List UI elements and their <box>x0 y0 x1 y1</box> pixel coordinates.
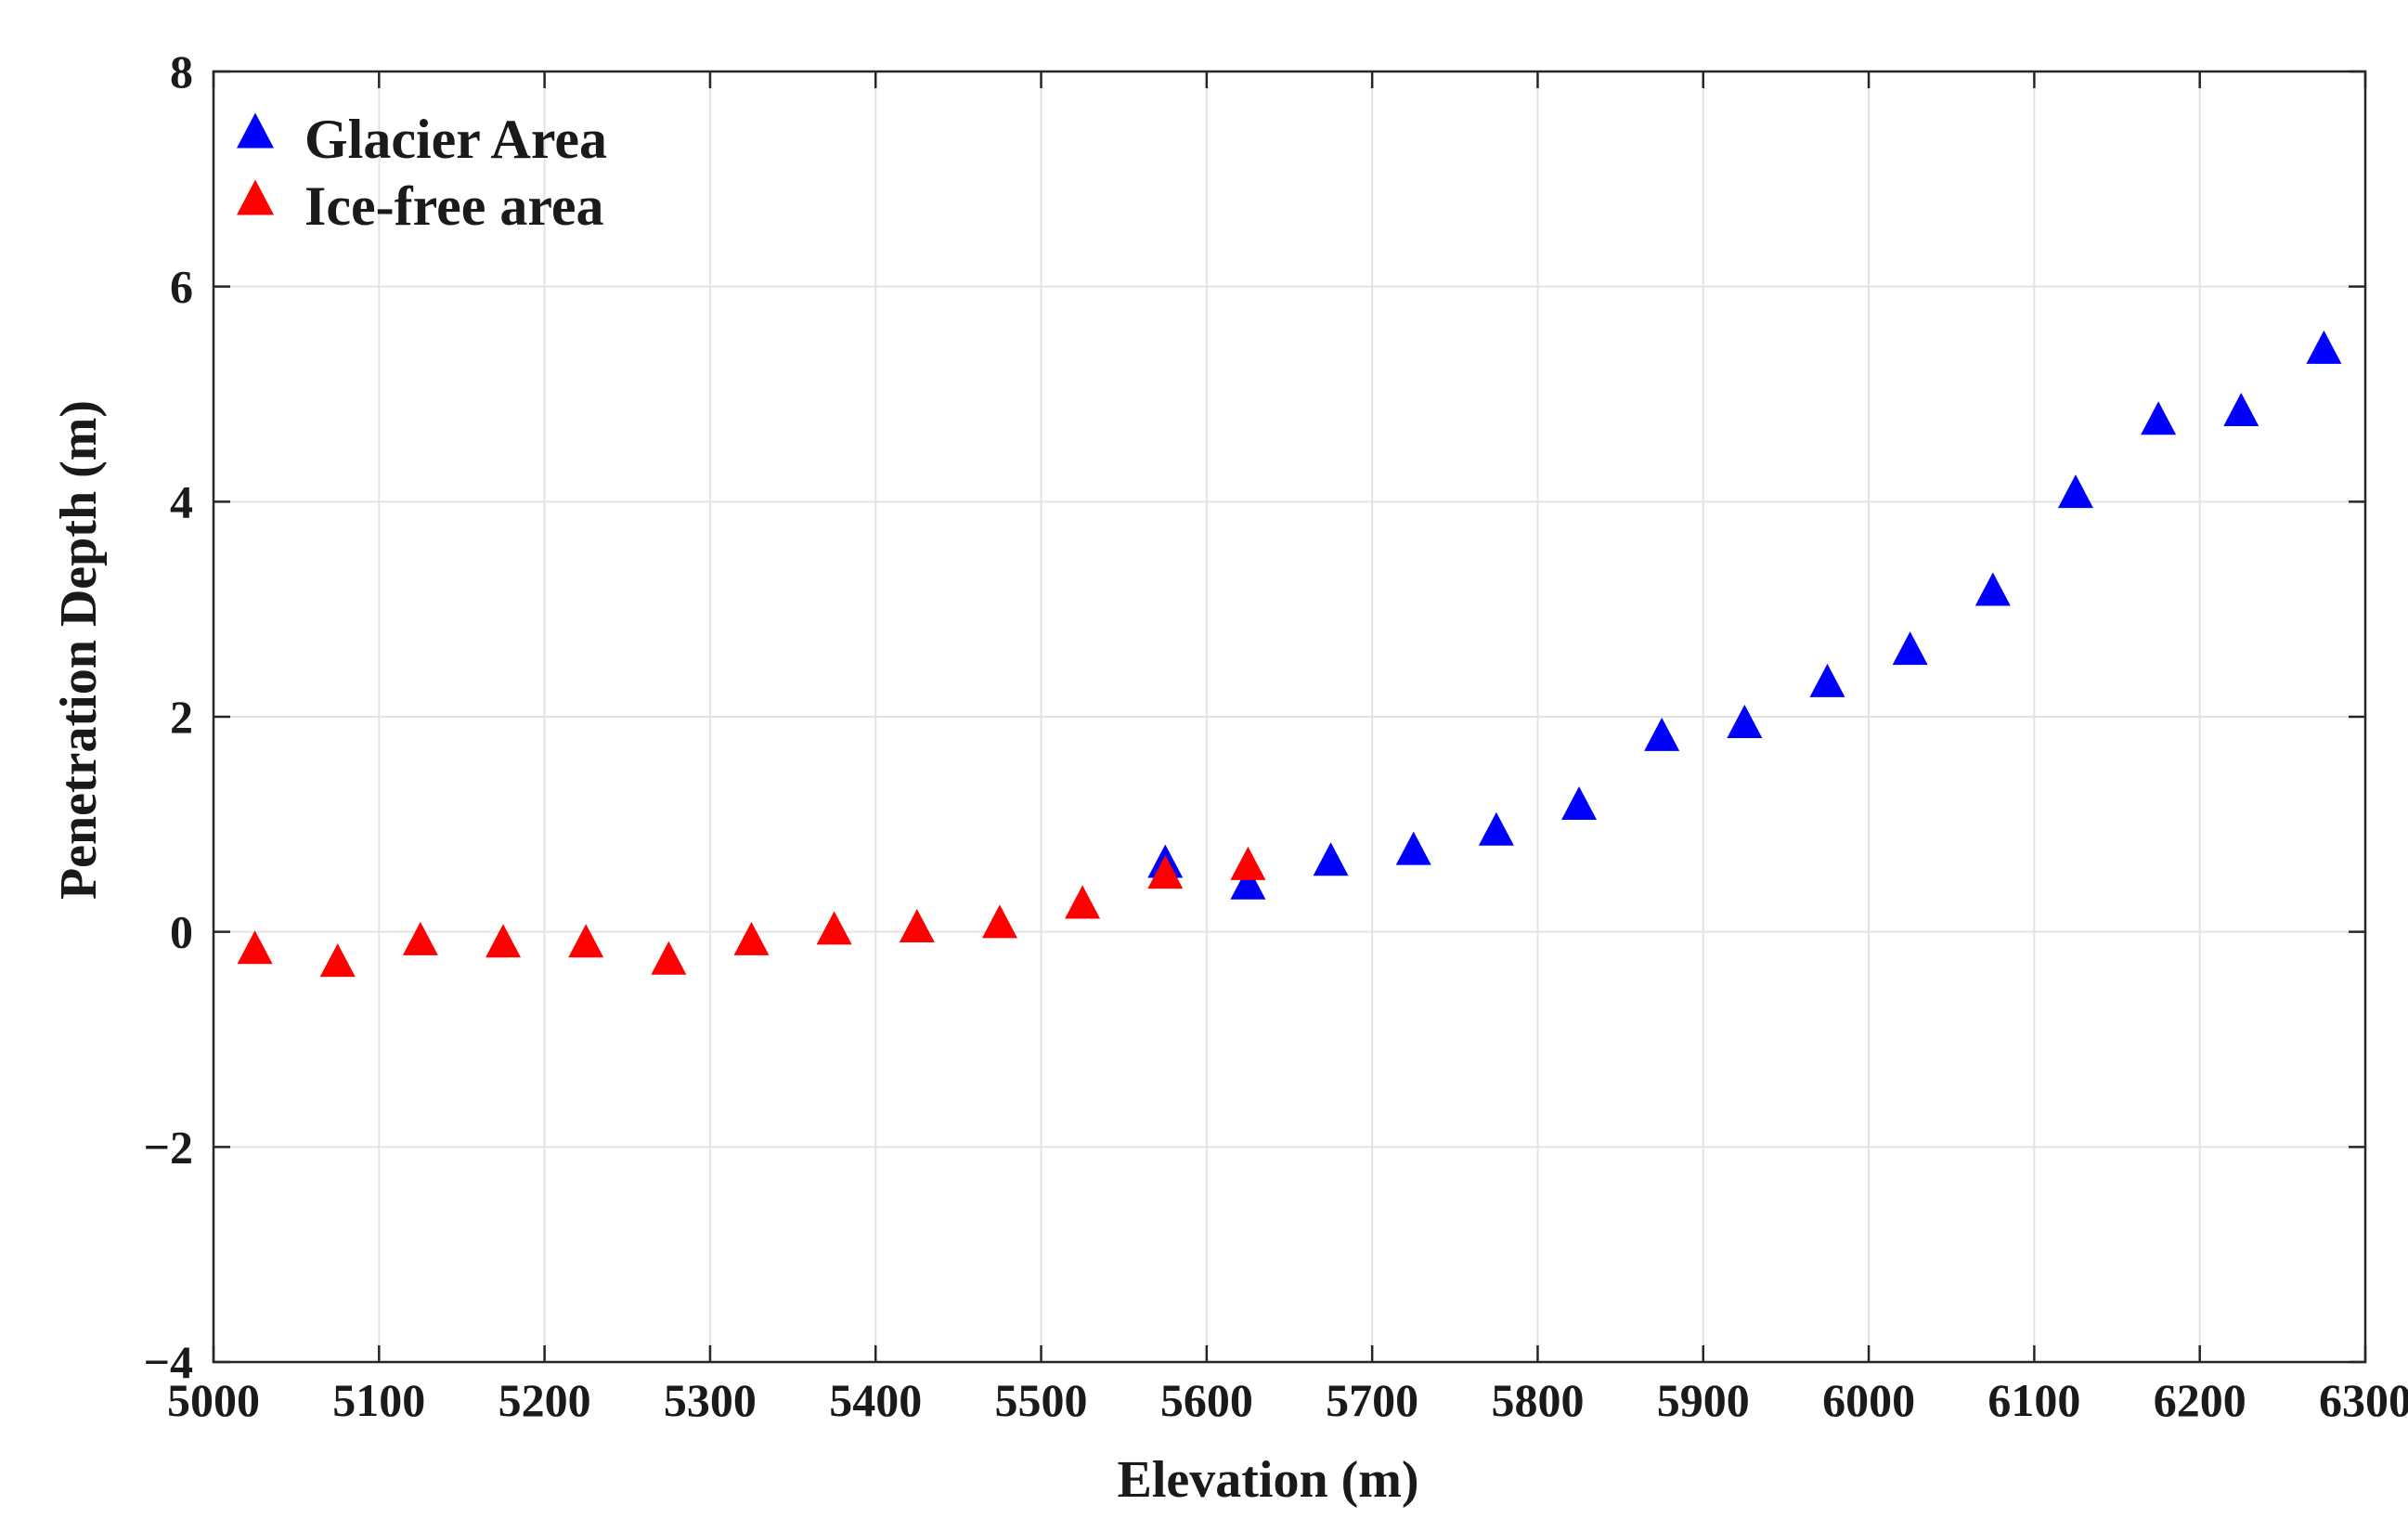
x-tick-label: 6000 <box>1822 1374 1915 1426</box>
legend: Glacier Area Ice-free area <box>237 109 607 237</box>
x-tick-label: 5400 <box>829 1374 922 1426</box>
data-point-glacier-area <box>2306 330 2342 364</box>
y-tick-label: 6 <box>170 261 193 313</box>
data-point-glacier-area <box>1727 704 1763 738</box>
data-points <box>237 330 2342 978</box>
x-tick-label: 6100 <box>1987 1374 2080 1426</box>
x-tick-label: 5600 <box>1160 1374 1253 1426</box>
data-point-ice-free-area <box>319 943 356 978</box>
x-tick-label: 5700 <box>1326 1374 1418 1426</box>
y-tick-label: 0 <box>170 906 193 958</box>
data-point-ice-free-area <box>651 941 687 975</box>
y-tick-label: 2 <box>170 691 193 743</box>
data-point-ice-free-area <box>485 924 522 958</box>
legend-label-ice-free-area: Ice-free area <box>304 175 604 237</box>
data-point-glacier-area <box>1974 572 2011 606</box>
legend-marker-ice-free-area <box>237 179 274 215</box>
data-point-ice-free-area <box>816 911 852 945</box>
x-tick-label: 5200 <box>498 1374 591 1426</box>
data-point-ice-free-area <box>237 930 273 965</box>
data-point-ice-free-area <box>1230 846 1266 880</box>
x-tick-label: 5900 <box>1657 1374 1750 1426</box>
data-point-glacier-area <box>1313 842 1349 876</box>
y-tick-label: −2 <box>144 1121 194 1173</box>
data-point-ice-free-area <box>733 921 770 955</box>
data-point-glacier-area <box>1230 865 1266 900</box>
x-tick-label: 5100 <box>332 1374 425 1426</box>
y-tick-label: 8 <box>170 45 193 97</box>
x-tick-label: 5000 <box>167 1374 260 1426</box>
x-tick-label: 6300 <box>2319 1374 2408 1426</box>
data-point-glacier-area <box>2141 401 2177 435</box>
data-point-ice-free-area <box>1065 885 1101 919</box>
data-point-glacier-area <box>2223 393 2259 427</box>
data-point-ice-free-area <box>402 921 438 955</box>
data-point-ice-free-area <box>899 909 935 943</box>
y-tick-label: 4 <box>170 475 193 527</box>
x-tick-label: 5500 <box>995 1374 1088 1426</box>
axis-ticks <box>212 70 2367 1364</box>
legend-marker-glacier-area <box>237 112 274 149</box>
data-point-glacier-area <box>1644 717 1680 751</box>
data-point-ice-free-area <box>568 924 604 958</box>
axis-tick-labels: 5000 5100 5200 5300 5400 5500 5600 5700 5800 5900… <box>144 45 2408 1426</box>
x-tick-label: 6200 <box>2154 1374 2246 1426</box>
data-point-glacier-area <box>1395 831 1431 865</box>
data-point-glacier-area <box>1478 811 1514 846</box>
data-point-glacier-area <box>1561 785 1598 820</box>
data-point-glacier-area <box>2057 474 2093 509</box>
data-point-ice-free-area <box>1147 855 1184 889</box>
x-axis-title: Elevation (m) <box>1117 1451 1418 1509</box>
x-tick-label: 5300 <box>664 1374 757 1426</box>
x-tick-label: 5800 <box>1491 1374 1584 1426</box>
data-point-ice-free-area <box>981 904 1017 939</box>
data-point-glacier-area <box>1809 663 1845 697</box>
y-tick-label: −4 <box>144 1336 194 1388</box>
legend-label-glacier-area: Glacier Area <box>304 109 607 170</box>
data-point-glacier-area <box>1892 631 1928 666</box>
y-axis-title: Penetration Depth (m) <box>50 400 108 900</box>
